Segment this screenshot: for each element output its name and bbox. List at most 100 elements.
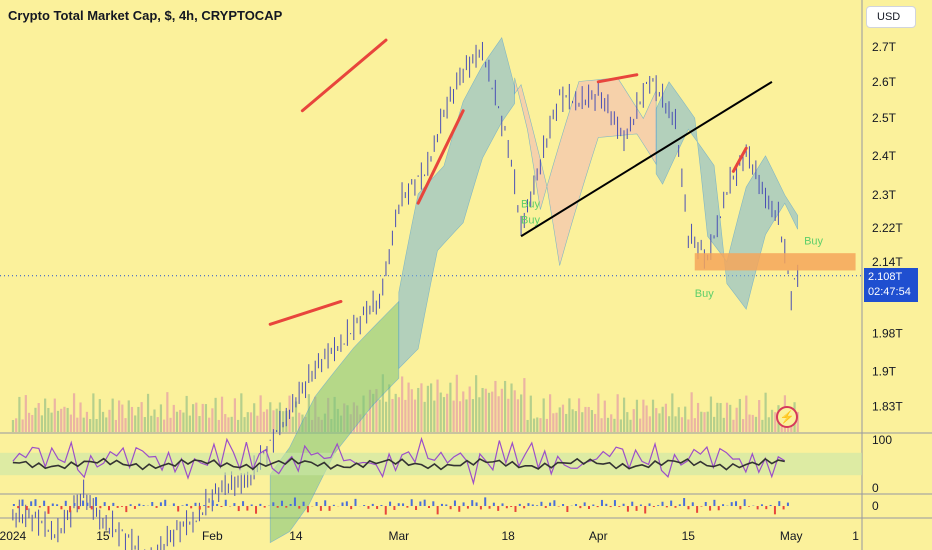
trend-stroke [268,299,343,326]
volume-bar [95,418,98,432]
volume-bar [687,419,690,432]
hist-bar [432,501,435,506]
hist-bar [544,506,547,508]
hist-bar [717,506,720,511]
hist-bar [198,506,201,510]
hist-bar [402,503,405,506]
hist-bar [25,506,28,511]
hist-bar [255,506,258,514]
hist-bar [583,502,586,506]
x-tick-label: 2024 [0,529,27,543]
volume-bar [735,407,738,432]
volume-bar [513,390,516,432]
volume-bar [426,385,429,432]
chart-title: Crypto Total Market Cap, $, 4h, CRYPTOCA… [8,8,283,23]
volume-bar [696,402,700,432]
hist-bar [34,499,37,506]
volume-bar [378,399,381,432]
hist-bar [207,506,210,508]
buy-label: Buy [521,215,540,227]
hist-bar [523,506,526,509]
hist-bar [497,506,500,511]
hist-bar [47,506,50,514]
x-tick-label: 14 [289,529,303,543]
hist-bar [354,498,357,506]
volume-bar [185,395,188,432]
lightning-bolt-icon[interactable]: ⚡ [776,406,798,428]
volume-bar [494,380,497,432]
hist-bar [613,500,616,506]
volume-bar [754,416,758,432]
hist-bar [319,506,322,511]
hist-bar [501,503,504,506]
volume-bar [491,391,494,432]
currency-button[interactable]: USD [866,6,916,28]
hist-bar [553,500,556,506]
hist-bar [82,500,85,506]
volume-bar [606,417,610,432]
volume-bar [748,414,751,432]
volume-bar [532,418,536,432]
hist-bar [108,506,111,511]
volume-bar [21,419,24,432]
hist-bar [427,506,430,509]
hist-bar [747,506,750,507]
volume-bar [240,393,243,432]
y-tick-label: 2.7T [872,40,897,54]
hist-bar [596,506,599,508]
hist-bar [220,506,223,508]
hist-bar [341,502,344,506]
volume-bar [651,399,655,432]
volume-bar [738,398,741,432]
volume-bar [224,414,227,432]
price-axis[interactable]: 2.7T 2.6T 2.5T 2.4T 2.3T 2.22T 2.14T 1.98T 1.9T 1… [872,40,903,413]
hist-bar [185,503,188,506]
volume-bar [581,412,584,432]
hist-bar [103,502,106,506]
volume-bar [430,383,433,432]
volume-bar [642,399,645,432]
volume-bar [262,411,265,432]
hist-bar [43,500,46,506]
volume-bar [648,416,651,432]
volume-bar [590,410,594,432]
hist-bar [704,501,707,506]
hist-bar [782,506,785,510]
volume-bar [446,393,449,432]
hist-bar [293,497,296,506]
volume-bar [179,409,182,432]
hist-bar [328,506,331,511]
volume-bar [146,393,150,432]
volume-bar [507,398,510,432]
volume-bar [137,406,140,432]
hist-bar [90,506,93,510]
price-badge-countdown: 02:47:54 [868,286,911,298]
volume-bar [510,383,513,432]
time-axis[interactable]: 2024 15 Feb 14 Mar 18 Apr 15 May 1 [0,529,859,543]
volume-bar [175,411,179,432]
volume-bar [442,397,446,432]
volume-bar [372,393,375,432]
volume-bar [587,406,590,432]
hist-bar [112,502,115,506]
hist-bar [64,500,67,506]
volume-bar [555,412,558,432]
volume-bar [487,392,491,432]
hist-bar [190,506,193,509]
hist-bar [440,503,443,506]
volume-bar [420,383,423,432]
volume-bar [655,408,658,432]
hist-bar [670,500,673,506]
osc-band [0,452,862,476]
hist-bar [579,506,582,509]
volume-bar [237,419,240,432]
hist-bar [164,499,167,506]
hist-bar [73,503,76,506]
y-tick-label: 2.5T [872,111,897,125]
volume-bar [758,400,761,432]
volume-bar [294,401,298,432]
volume-bar [44,398,47,432]
hist-bar [116,506,119,508]
volume-bar [706,411,709,432]
